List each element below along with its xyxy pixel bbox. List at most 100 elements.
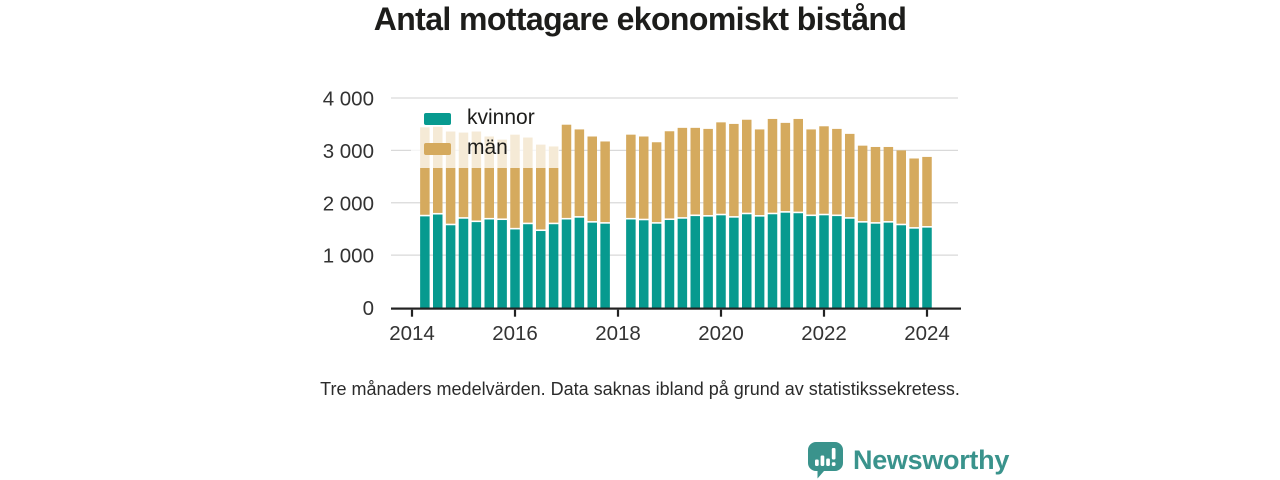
bar-man-2020K1 xyxy=(716,122,726,214)
bar-man-2018K4 xyxy=(651,142,662,223)
bar-kvinnor-2021K3 xyxy=(793,213,803,308)
legend-swatch-kvinnor-icon xyxy=(424,113,451,125)
page-title: Antal mottagare ekonomiskt bistånd xyxy=(373,1,907,37)
bars-layer xyxy=(420,118,932,308)
bar-man-2020K3 xyxy=(742,119,752,213)
bar-kvinnor-2018K4 xyxy=(651,223,662,308)
bar-man-2016K2 xyxy=(523,137,533,223)
bar-kvinnor-2016K4 xyxy=(548,224,559,308)
x-tick xyxy=(616,309,620,317)
bar-man-2021K1 xyxy=(767,118,778,213)
bar-kvinnor-2020K2 xyxy=(729,217,739,308)
x-tick xyxy=(822,309,826,317)
bar-man-2023K4 xyxy=(909,158,919,228)
bar-man-2014K3 xyxy=(433,126,443,213)
x-tick-label: 2020 xyxy=(698,322,744,345)
x-axis-line xyxy=(391,307,961,310)
bar-kvinnor-2016K1 xyxy=(510,229,520,308)
bar-man-2020K2 xyxy=(729,123,739,217)
bar-kvinnor-2017K3 xyxy=(587,222,597,308)
bar-kvinnor-2015K4 xyxy=(497,220,507,308)
bar-man-2022K3 xyxy=(845,133,855,218)
bar-kvinnor-2015K3 xyxy=(484,219,494,308)
bar-man-2023K2 xyxy=(883,146,894,222)
logo-barchart-glyph xyxy=(815,447,836,466)
bar-man-2022K1 xyxy=(819,126,829,214)
bar-man-2022K2 xyxy=(832,128,842,215)
newsworthy-logo-icon xyxy=(808,441,843,478)
y-axis: 0 1 000 2 000 3 000 4 000 xyxy=(323,88,374,321)
x-tick xyxy=(513,309,517,317)
bar-man-2015K1 xyxy=(458,132,469,218)
bar-man-2015K4 xyxy=(497,139,507,219)
y-tick-label: 0 xyxy=(363,297,374,320)
bar-man-2014K2 xyxy=(420,127,430,215)
bar-man-2016K3 xyxy=(536,144,546,230)
y-tick-label: 3 000 xyxy=(323,140,374,163)
bar-man-2023K3 xyxy=(896,150,906,224)
bar-kvinnor-2017K1 xyxy=(561,219,572,308)
bar-kvinnor-2019K1 xyxy=(664,220,675,308)
bar-kvinnor-2017K2 xyxy=(574,217,585,308)
x-tick-label: 2018 xyxy=(595,322,641,345)
bar-man-2017K1 xyxy=(561,124,572,218)
bar-kvinnor-2014K2 xyxy=(420,216,430,308)
x-tick-label: 2014 xyxy=(389,322,435,345)
bar-kvinnor-2019K3 xyxy=(690,216,700,308)
bar-kvinnor-2023K3 xyxy=(896,225,906,308)
bar-kvinnor-2020K4 xyxy=(754,216,765,308)
bar-man-2019K3 xyxy=(690,127,700,215)
bar-man-2017K4 xyxy=(600,141,610,223)
legend-backdrop xyxy=(411,100,559,168)
bar-man-2015K2 xyxy=(471,131,482,221)
bar-man-2020K4 xyxy=(754,129,765,216)
bar-kvinnor-2016K3 xyxy=(536,231,546,308)
x-tick xyxy=(719,309,723,317)
bar-man-2022K4 xyxy=(857,145,868,222)
bar-kvinnor-2020K3 xyxy=(742,214,752,308)
bar-kvinnor-2022K4 xyxy=(857,222,868,308)
y-tick-label: 4 000 xyxy=(323,88,374,111)
bar-kvinnor-2022K3 xyxy=(845,218,855,308)
bar-man-2016K1 xyxy=(510,134,520,228)
bar-kvinnor-2021K1 xyxy=(767,214,778,308)
bar-man-2024K1 xyxy=(922,156,932,227)
bar-kvinnor-2021K4 xyxy=(806,216,816,308)
bar-man-2019K4 xyxy=(703,128,713,216)
bar-man-2023K1 xyxy=(870,146,881,223)
x-axis: 2014 2016 2018 2020 2022 2024 xyxy=(389,307,961,345)
bar-kvinnor-2019K2 xyxy=(677,218,688,308)
x-tick-label: 2022 xyxy=(801,322,847,345)
newsworthy-logo: Newsworthy xyxy=(806,440,1009,480)
bar-kvinnor-2022K2 xyxy=(832,216,842,308)
bar-kvinnor-2023K4 xyxy=(909,228,919,308)
bar-kvinnor-2023K2 xyxy=(883,222,894,308)
bar-man-2017K3 xyxy=(587,136,597,222)
bar-kvinnor-2018K3 xyxy=(639,220,649,308)
bar-kvinnor-2020K1 xyxy=(716,215,726,308)
x-tick-label: 2024 xyxy=(904,322,950,345)
y-tick-label: 2 000 xyxy=(323,192,374,215)
bar-kvinnor-2022K1 xyxy=(819,215,829,308)
bar-kvinnor-2014K4 xyxy=(445,225,456,308)
bar-kvinnor-2015K2 xyxy=(471,222,482,308)
bar-kvinnor-2015K1 xyxy=(458,218,469,308)
bar-kvinnor-2024K1 xyxy=(922,227,932,308)
logo-text: Newsworthy xyxy=(853,444,1010,475)
bar-man-2021K2 xyxy=(780,122,791,212)
legend-label-man: män xyxy=(467,136,508,159)
y-tick-label: 1 000 xyxy=(323,245,374,268)
bar-man-2018K2 xyxy=(626,134,636,218)
bar-man-2021K4 xyxy=(806,129,816,215)
bar-man-2019K2 xyxy=(677,127,688,218)
bar-kvinnor-2014K3 xyxy=(433,214,443,308)
legend-label-kvinnor: kvinnor xyxy=(467,106,535,129)
x-tick xyxy=(410,309,414,317)
bar-kvinnor-2019K4 xyxy=(703,216,713,308)
bar-man-2018K3 xyxy=(639,136,649,219)
legend-swatch-man-icon xyxy=(424,143,451,155)
bar-man-2021K3 xyxy=(793,118,803,212)
bar-man-2014K4 xyxy=(445,131,456,224)
